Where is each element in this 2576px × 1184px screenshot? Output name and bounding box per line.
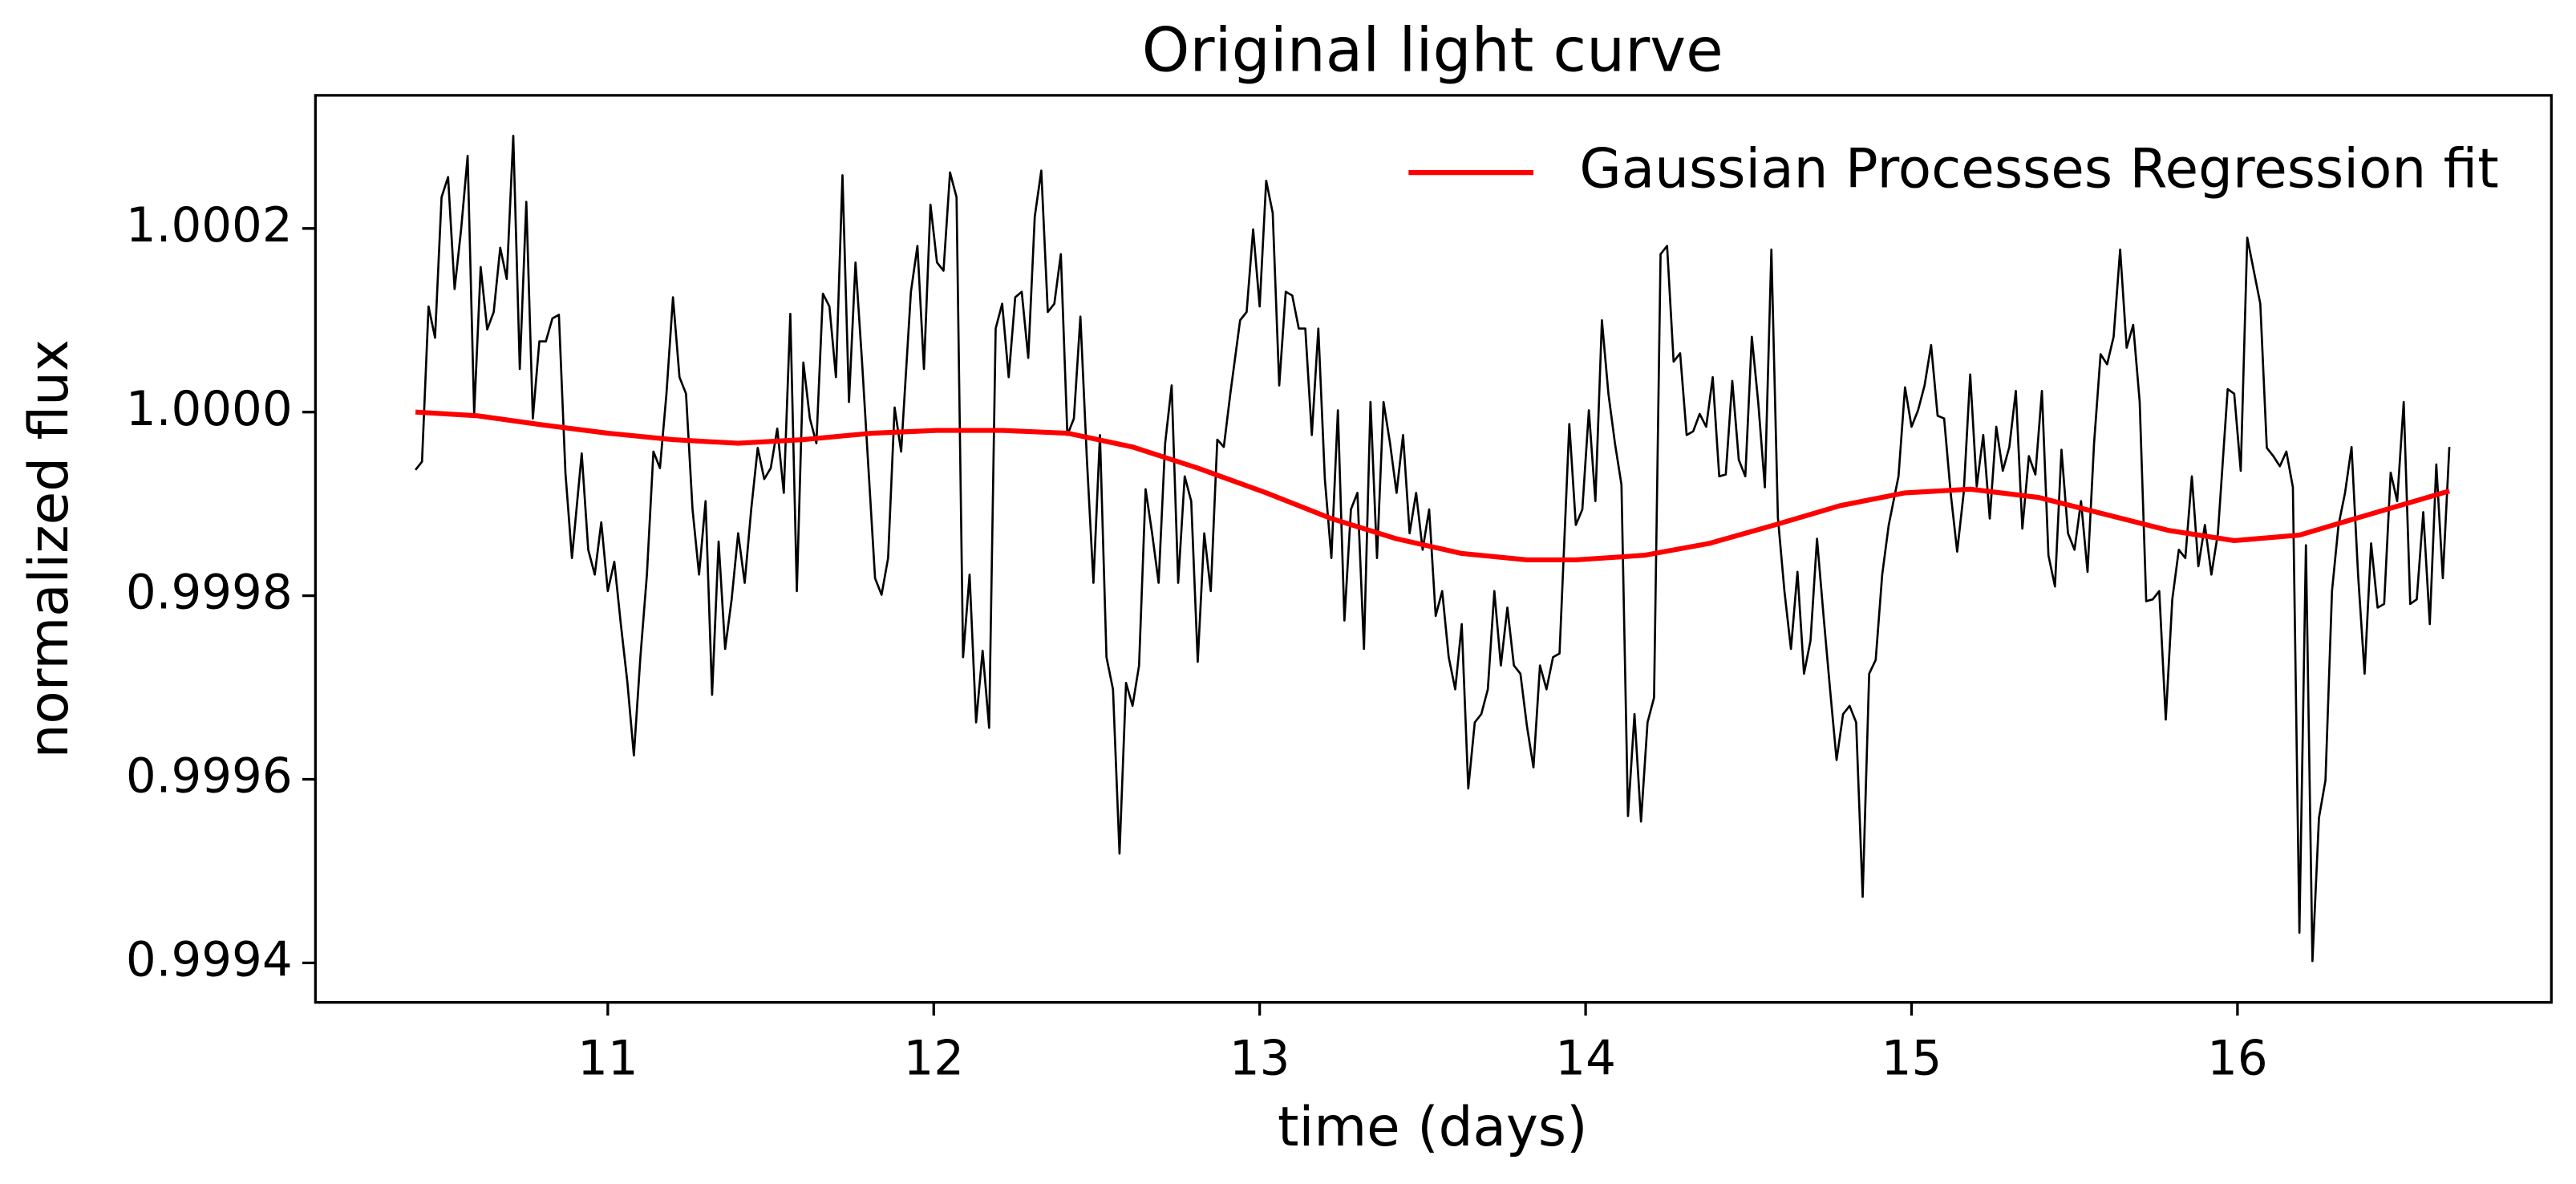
y-tick-label: 0.9994 <box>126 933 293 988</box>
y-tick-label: 0.9998 <box>126 566 293 621</box>
x-tick-label: 16 <box>2207 1031 2268 1086</box>
legend-label: Gaussian Processes Regression fit <box>1579 137 2498 201</box>
chart-title: Original light curve <box>1142 15 1723 86</box>
x-tick-label: 13 <box>1229 1031 1290 1086</box>
x-tick-label: 14 <box>1555 1031 1616 1086</box>
x-tick-label: 11 <box>577 1031 638 1086</box>
y-tick-label: 1.0002 <box>126 198 293 253</box>
data-line <box>415 409 2450 563</box>
x-axis-label: time (days) <box>1278 1095 1587 1158</box>
x-tick-label: 15 <box>1881 1031 1942 1086</box>
y-tick-label: 1.0000 <box>126 382 293 437</box>
plot-frame <box>314 94 2553 1004</box>
y-tick-label: 0.9996 <box>126 749 293 805</box>
y-axis-label: normalized flux <box>17 339 80 758</box>
data-line <box>415 134 2451 963</box>
x-tick-label: 12 <box>903 1031 964 1086</box>
